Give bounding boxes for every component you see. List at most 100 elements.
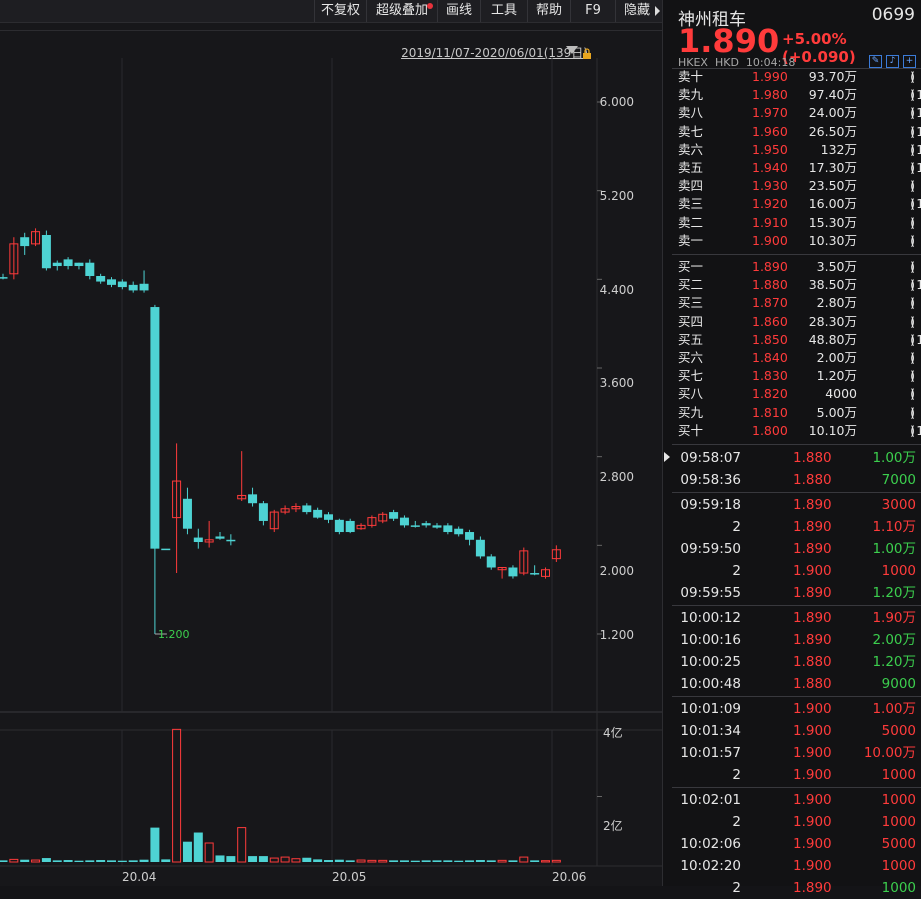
level-label: 卖九 [678,87,704,103]
trade-time: 10:01:09 [680,701,741,717]
volume-bar [258,856,268,862]
volume-bar [508,860,518,862]
date-range-label[interactable]: 2019/11/07-2020/06/01(139日) [401,46,588,60]
level-count: (3) [910,259,915,274]
volume-bar [237,827,247,863]
volume-bar [551,859,561,863]
toolbar-f9-button[interactable]: F9 [570,0,615,22]
candle-body [302,505,312,513]
bids-row[interactable]: 买八 1.820 4000 (1) [672,385,921,403]
hide-label: 隐藏 [624,3,651,18]
candle-body [324,514,333,520]
level-price: 1.880 [752,277,788,293]
divider [672,68,921,69]
asks-row[interactable]: 卖十 1.990 93.70万 (7) [672,68,921,86]
asks-row[interactable]: 卖七 1.960 26.50万 (11) [672,123,921,141]
trade-row: 10:01:57 1.900 10.00万 [672,742,921,764]
toolbar-hide-button[interactable]: 隐藏 [615,0,662,22]
asks-row[interactable]: 卖九 1.980 97.40万 (19) [672,86,921,104]
toolbar-no-adjust-button[interactable]: 不复权 [314,0,366,22]
asks-row[interactable]: 卖二 1.910 15.30万 (3) [672,214,921,232]
level-price: 1.980 [752,87,788,103]
add-icon[interactable]: + [903,55,916,68]
level-label: 卖五 [678,160,704,175]
bids-row[interactable]: 买五 1.850 48.80万 (12) [672,331,921,349]
candle-body [74,262,84,267]
toolbar-help-button[interactable]: 帮助 [527,0,570,22]
bids-row[interactable]: 买十 1.800 10.10万 (14) [672,422,921,440]
collapse-arrow-icon[interactable] [664,452,670,462]
edit-icon[interactable]: ✎ [869,55,882,68]
trade-row: 10:00:25 1.880 1.20万 [672,651,921,673]
level-label: 买六 [678,350,704,365]
level-count: (2) [910,404,915,420]
asks-row[interactable]: 卖四 1.930 23.50万 (9) [672,177,921,195]
trade-time: 10:01:57 [680,745,741,761]
trade-volume: 1.00万 [872,450,916,466]
toolbar-overlay-button[interactable]: 超级叠加 [366,0,437,22]
level-volume: 132万 [820,141,857,157]
trade-row: 10:01:09 1.900 1.00万 [672,698,921,720]
level-count: (15) [910,105,921,121]
level-price: 1.950 [752,141,788,157]
volume-bar [389,860,399,862]
trade-time: 09:58:07 [680,450,741,466]
bids-row[interactable]: 买二 1.880 38.50万 (15) [672,276,921,294]
level-label: 买二 [678,277,704,293]
bids-row[interactable]: 买六 1.840 2.00万 (2) [672,349,921,367]
candle-body [150,307,160,549]
lock-icon[interactable] [582,44,592,59]
level-volume: 10.30万 [808,232,857,248]
trade-price: 1.900 [793,723,832,739]
toolbar-draw-button[interactable]: 画线 [437,0,480,22]
level-label: 卖十 [678,69,704,84]
alert-bell-icon[interactable]: ♪ [886,55,899,68]
level-count: (7) [910,69,915,84]
price-tick: 2.000 [599,564,634,578]
level-price: 1.900 [752,232,788,248]
toolbar-tools-button[interactable]: 工具 [480,0,527,22]
asks-row[interactable]: 卖八 1.970 24.00万 (15) [672,104,921,122]
bids-row[interactable]: 买九 1.810 5.00万 (2) [672,404,921,422]
level-price: 1.970 [752,105,788,121]
bids-row[interactable]: 买四 1.860 28.30万 (9) [672,313,921,331]
trade-volume: 1000 [881,792,916,808]
asks-row[interactable]: 卖一 1.900 10.30万 (6) [672,232,921,250]
trade-time: 10:00:12 [680,610,741,626]
level-volume: 38.50万 [808,277,857,293]
price-tick: 3.600 [599,376,634,390]
candle-body [193,537,203,543]
asks-row[interactable]: 卖三 1.920 16.00万 (16) [672,195,921,213]
bids-row[interactable]: 买七 1.830 1.20万 (2) [672,367,921,385]
bids-row[interactable]: 买一 1.890 3.50万 (3) [672,258,921,276]
divider [672,254,921,255]
volume-bar [291,858,301,863]
price-tick: 4.400 [599,283,634,297]
asks-row[interactable]: 卖六 1.950 132万 (19) [672,141,921,159]
bids-row[interactable]: 买三 1.870 2.80万 (2) [672,294,921,312]
asks-row[interactable]: 卖五 1.940 17.30万 (15) [672,159,921,177]
volume-bar [226,856,236,862]
trade-price: 1.890 [793,632,832,648]
stock-name: 神州租车 [678,10,746,30]
trade-time: 09:58:36 [680,472,741,488]
trade-time: 2 [732,814,741,830]
divider [672,787,921,788]
candle-body [9,243,19,275]
trade-row: 09:58:36 1.880 7000 [672,469,921,491]
candle-body [107,279,116,285]
candle-body [410,525,420,527]
volume-bar [215,855,225,862]
panel-splitter[interactable] [662,0,673,886]
level-price: 1.920 [752,196,788,212]
candle-body [96,276,106,282]
trade-price: 1.900 [793,836,832,852]
volume-bar [530,860,540,862]
level-volume: 3.50万 [816,259,857,274]
overlay-label: 超级叠加 [375,3,428,18]
quote-panel: 神州租车 0699 1.890 +5.00% (+0.090) HKEX HKD… [672,0,921,896]
trade-volume: 1.20万 [872,585,916,601]
range-dropdown-icon[interactable] [566,46,578,54]
level-volume: 17.30万 [808,160,857,175]
volume-bar [345,860,355,862]
